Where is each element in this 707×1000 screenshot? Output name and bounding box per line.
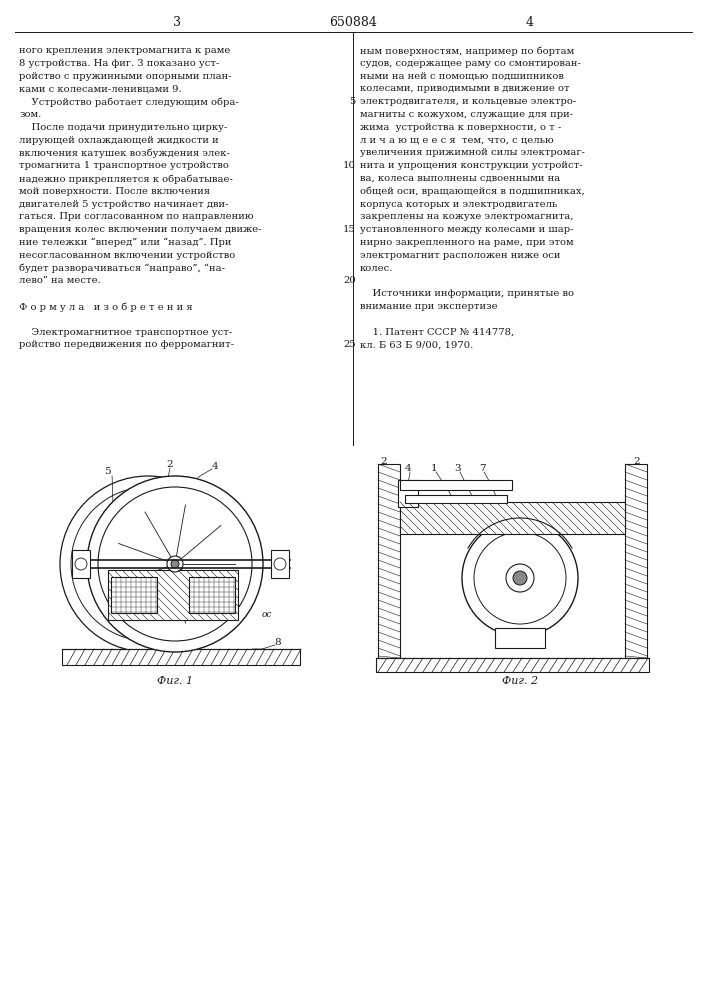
Text: двигателей 5 устройство начинает дви-: двигателей 5 устройство начинает дви- <box>19 200 228 209</box>
Text: включения катушек возбуждения элек-: включения катушек возбуждения элек- <box>19 148 230 158</box>
Text: Фиг. 1: Фиг. 1 <box>157 676 193 686</box>
Text: 1: 1 <box>431 464 438 473</box>
Text: зом.: зом. <box>19 110 41 119</box>
Text: лирующей охлаждающей жидкости и: лирующей охлаждающей жидкости и <box>19 136 218 145</box>
Text: ным поверхностям, например по бортам: ным поверхностям, например по бортам <box>360 46 574 55</box>
Text: увеличения прижимной силы электромаг-: увеличения прижимной силы электромаг- <box>360 148 585 157</box>
Text: магниты с кожухом, служащие для при-: магниты с кожухом, служащие для при- <box>360 110 573 119</box>
Text: ками с колесами-ленивцами 9.: ками с колесами-ленивцами 9. <box>19 84 182 93</box>
Text: лево” на месте.: лево” на месте. <box>19 276 101 285</box>
Text: колес.: колес. <box>360 264 393 273</box>
Text: жима  устройства к поверхности, о т -: жима устройства к поверхности, о т - <box>360 123 561 132</box>
Bar <box>189 577 235 613</box>
Circle shape <box>506 564 534 592</box>
Text: 4: 4 <box>211 462 218 471</box>
Bar <box>62 649 300 665</box>
Text: ройство с пружинными опорными план-: ройство с пружинными опорными план- <box>19 72 232 81</box>
Bar <box>111 577 157 613</box>
Text: Электромагнитное транспортное уст-: Электромагнитное транспортное уст- <box>19 328 233 337</box>
Text: установленного между колесами и шар-: установленного между колесами и шар- <box>360 225 573 234</box>
Text: 20: 20 <box>344 276 356 285</box>
Bar <box>376 658 649 672</box>
Text: 5: 5 <box>104 467 110 476</box>
Text: 2: 2 <box>380 457 387 466</box>
Text: 25: 25 <box>344 340 356 349</box>
Bar <box>400 480 512 490</box>
Text: 4: 4 <box>526 15 534 28</box>
Text: 2: 2 <box>167 460 173 469</box>
Text: 15: 15 <box>343 225 356 234</box>
Text: 1. Патент СССР № 414778,: 1. Патент СССР № 414778, <box>360 328 514 337</box>
Text: ние тележки “вперед” или “назад”. При: ние тележки “вперед” или “назад”. При <box>19 238 231 247</box>
Circle shape <box>171 560 179 568</box>
Circle shape <box>144 560 152 568</box>
Text: 5: 5 <box>350 97 356 106</box>
Text: ного крепления электромагнита к раме: ного крепления электромагнита к раме <box>19 46 230 55</box>
Text: 10: 10 <box>343 161 356 170</box>
Bar <box>108 570 238 620</box>
Circle shape <box>140 556 156 572</box>
Text: колесами, приводимыми в движение от: колесами, приводимыми в движение от <box>360 84 570 93</box>
Text: 1: 1 <box>240 514 246 523</box>
Text: несогласованном включении устройство: несогласованном включении устройство <box>19 251 235 260</box>
Bar <box>405 495 507 503</box>
Text: 7: 7 <box>71 555 77 564</box>
Text: надежно прикрепляется к обрабатывае-: надежно прикрепляется к обрабатывае- <box>19 174 233 184</box>
Text: Ф о р м у л а   и з о б р е т е н и я: Ф о р м у л а и з о б р е т е н и я <box>19 302 192 312</box>
Text: тромагнита 1 транспортное устройство: тромагнита 1 транспортное устройство <box>19 161 229 170</box>
Bar <box>271 550 289 578</box>
Bar <box>398 480 418 507</box>
Text: нирно закрепленного на раме, при этом: нирно закрепленного на раме, при этом <box>360 238 573 247</box>
Text: 3: 3 <box>173 15 181 28</box>
Circle shape <box>462 520 578 636</box>
Text: oc: oc <box>262 610 272 619</box>
Text: закреплены на кожухе электромагнита,: закреплены на кожухе электромагнита, <box>360 212 573 221</box>
Text: ройство передвижения по ферромагнит-: ройство передвижения по ферромагнит- <box>19 340 234 349</box>
Text: 7: 7 <box>479 464 485 473</box>
Bar <box>625 464 647 658</box>
Text: Источники информации, принятые во: Источники информации, принятые во <box>360 289 574 298</box>
Circle shape <box>167 556 183 572</box>
Text: мой поверхности. После включения: мой поверхности. После включения <box>19 187 210 196</box>
Text: ва, колеса выполнены сдвоенными на: ва, колеса выполнены сдвоенными на <box>360 174 560 183</box>
Text: нита и упрощения конструкции устройст-: нита и упрощения конструкции устройст- <box>360 161 583 170</box>
Text: корпуса которых и электродвигатель: корпуса которых и электродвигатель <box>360 200 557 209</box>
Bar <box>400 502 625 534</box>
Bar <box>378 464 400 658</box>
Text: л и ч а ю щ е е с я  тем, что, с целью: л и ч а ю щ е е с я тем, что, с целью <box>360 136 554 145</box>
Text: 2: 2 <box>633 457 641 466</box>
Text: 4: 4 <box>404 464 411 473</box>
Text: общей оси, вращающейся в подшипниках,: общей оси, вращающейся в подшипниках, <box>360 187 585 196</box>
Text: электродвигателя, и кольцевые электро-: электродвигателя, и кольцевые электро- <box>360 97 576 106</box>
Circle shape <box>87 476 263 652</box>
Text: 8: 8 <box>275 638 281 647</box>
Text: электромагнит расположен ниже оси: электромагнит расположен ниже оси <box>360 251 561 260</box>
Text: судов, содержащее раму со смонтирован-: судов, содержащее раму со смонтирован- <box>360 59 581 68</box>
Circle shape <box>513 571 527 585</box>
Bar <box>495 628 545 648</box>
Text: После подачи принудительно цирку-: После подачи принудительно цирку- <box>19 123 228 132</box>
Text: 3: 3 <box>455 464 461 473</box>
Text: 8 устройства. На фиг. 3 показано уст-: 8 устройства. На фиг. 3 показано уст- <box>19 59 219 68</box>
Text: будет разворачиваться “направо”, “на-: будет разворачиваться “направо”, “на- <box>19 264 225 273</box>
Text: вращения колес включении получаем движе-: вращения колес включении получаем движе- <box>19 225 262 234</box>
Text: ными на ней с помощью подшипников: ными на ней с помощью подшипников <box>360 72 564 81</box>
Circle shape <box>98 487 252 641</box>
Text: кл. Б 63 Б 9/00, 1970.: кл. Б 63 Б 9/00, 1970. <box>360 340 473 349</box>
Text: гаться. При согласованном по направлению: гаться. При согласованном по направлению <box>19 212 254 221</box>
Text: Фиг. 2: Фиг. 2 <box>502 676 538 686</box>
Text: 650884: 650884 <box>329 15 377 28</box>
Bar <box>72 550 90 578</box>
Text: внимание при экспертизе: внимание при экспертизе <box>360 302 498 311</box>
Text: Устройство работает следующим обра-: Устройство работает следующим обра- <box>19 97 239 107</box>
